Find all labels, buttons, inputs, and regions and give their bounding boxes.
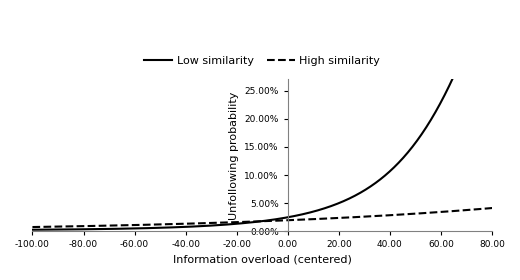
- Low similarity: [232, 222, 238, 226]
- Low similarity: [388, 169, 394, 172]
- High similarity: [215, 221, 222, 225]
- Line: High similarity: High similarity: [32, 208, 492, 227]
- Line: Low similarity: Low similarity: [32, 0, 492, 230]
- Low similarity: [396, 160, 402, 164]
- High similarity: [489, 206, 495, 210]
- High similarity: [345, 216, 351, 219]
- High similarity: [29, 225, 35, 229]
- X-axis label: Information overload (centered): Information overload (centered): [173, 255, 352, 265]
- Low similarity: [345, 197, 351, 201]
- Low similarity: [29, 228, 35, 231]
- Y-axis label: Unfollowing probability: Unfollowing probability: [229, 91, 239, 220]
- High similarity: [396, 213, 402, 216]
- Legend: Low similarity, High similarity: Low similarity, High similarity: [140, 51, 384, 70]
- High similarity: [388, 213, 394, 217]
- Low similarity: [76, 228, 83, 231]
- High similarity: [76, 225, 83, 228]
- Low similarity: [215, 223, 222, 227]
- High similarity: [232, 221, 238, 224]
